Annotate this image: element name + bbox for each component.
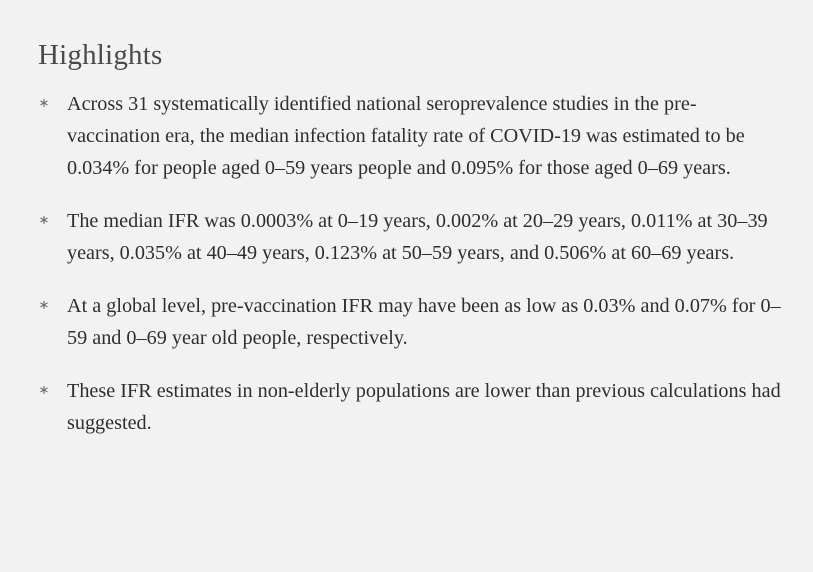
highlight-item-4: ∗ These IFR estimates in non-elderly pop… — [38, 375, 783, 439]
bullet-icon: ∗ — [38, 383, 50, 398]
bullet-icon: ∗ — [38, 96, 50, 111]
highlight-text: These IFR estimates in non-elderly popul… — [67, 380, 781, 434]
highlight-item-3: ∗ At a global level, pre-vaccination IFR… — [38, 290, 783, 354]
highlight-item-2: ∗ The median IFR was 0.0003% at 0–19 yea… — [38, 205, 783, 269]
highlight-text: At a global level, pre-vaccination IFR m… — [67, 295, 781, 349]
highlights-list: ∗ Across 31 systematically identified na… — [38, 88, 783, 439]
highlight-item-1: ∗ Across 31 systematically identified na… — [38, 88, 783, 184]
bullet-icon: ∗ — [38, 213, 50, 228]
bullet-icon: ∗ — [38, 298, 50, 313]
section-heading: Highlights — [38, 39, 163, 71]
highlight-text: The median IFR was 0.0003% at 0–19 years… — [67, 210, 768, 264]
highlight-text: Across 31 systematically identified nati… — [67, 93, 745, 179]
